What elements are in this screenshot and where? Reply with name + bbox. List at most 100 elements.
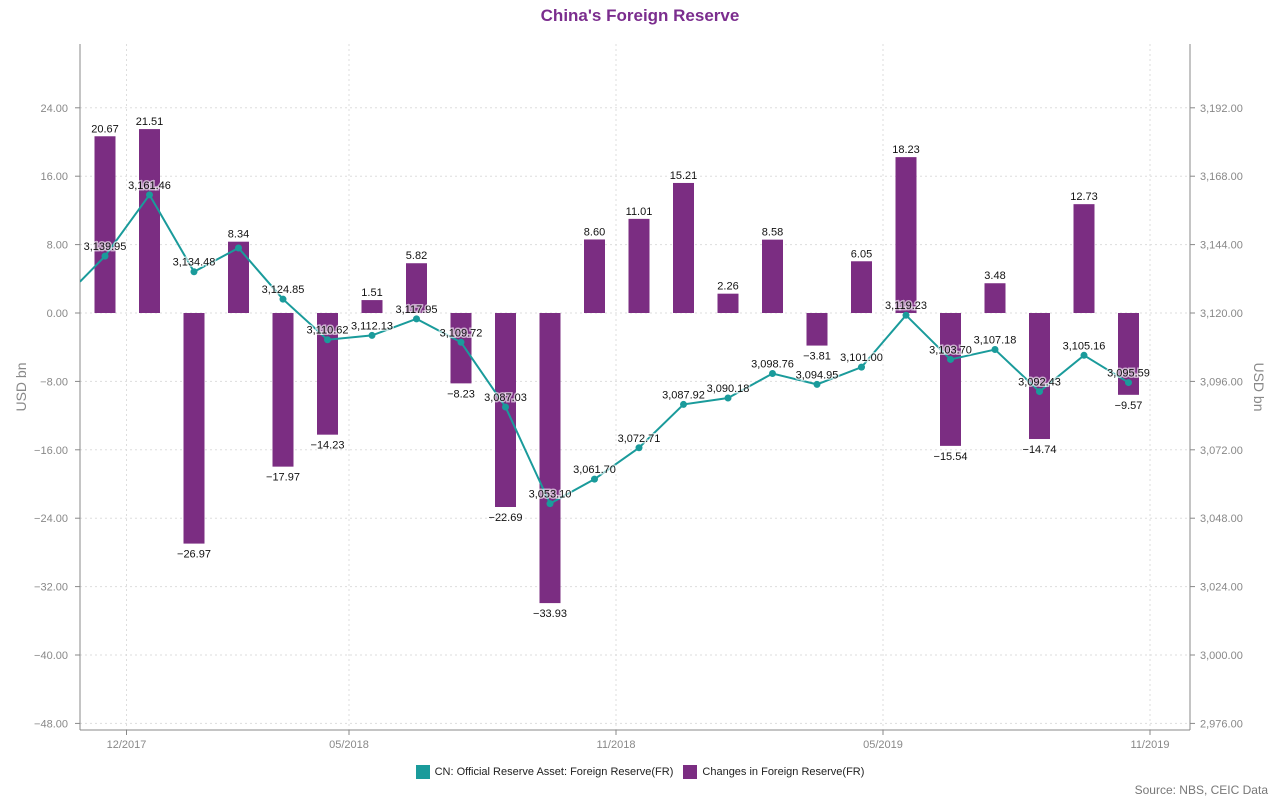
bar (895, 157, 917, 313)
y-left-tick-label: 8.00 (47, 240, 68, 252)
bar (1029, 313, 1050, 440)
line-data-label: 3,092.43 (1018, 377, 1061, 389)
chart-canvas: 24.00 16.00 8.00 0.00 −8.00 −16.00 −24.00 −32.0… (13, 44, 1267, 751)
bar (762, 239, 783, 313)
bar (584, 239, 605, 313)
bar-data-label: 5.82 (406, 250, 427, 262)
y-left-tick-label: 16.00 (40, 171, 68, 183)
line-point (1036, 388, 1043, 396)
bar-data-label: 15.21 (670, 170, 698, 182)
line-data-label: 3,105.16 (1063, 340, 1106, 352)
y-right-tick-label: 2,976.00 (1200, 718, 1243, 730)
bar (272, 313, 294, 467)
y-left-tick-label: 0.00 (47, 308, 68, 320)
bar-data-label: 8.60 (584, 226, 605, 238)
legend-swatch-bar (683, 765, 698, 779)
y-right-tick-label: 3,048.00 (1200, 513, 1243, 525)
line-data-label: 3,139.95 (84, 241, 127, 253)
bar-data-label: 18.23 (892, 144, 920, 156)
line-data-label: 3,109.72 (440, 327, 483, 339)
line-data-label: 3,117.95 (395, 304, 437, 316)
line-data-label: 3,087.92 (662, 389, 705, 401)
bar-data-label: −14.23 (311, 440, 345, 452)
bar (673, 182, 694, 313)
y-left-tick-label: −48.00 (34, 718, 68, 730)
bar (228, 241, 249, 313)
line-point (591, 475, 598, 483)
bar-data-label: −14.74 (1023, 444, 1057, 456)
y-right-tick-label: 3,000.00 (1200, 650, 1243, 662)
bar (1118, 313, 1139, 395)
bar (1073, 204, 1095, 313)
y-right-tick-label: 3,120.00 (1200, 308, 1243, 320)
x-tick-label: 05/2019 (863, 739, 903, 751)
bar-data-label: 6.05 (851, 248, 872, 260)
y-right-tick-label: 3,096.00 (1200, 376, 1243, 388)
bar-data-label: 1.51 (361, 287, 382, 299)
line-point (724, 394, 732, 402)
bar-data-label: −26.97 (177, 549, 211, 561)
bar-data-label: −33.93 (533, 608, 567, 620)
line-point (813, 380, 821, 388)
bar-data-label: 20.67 (91, 123, 119, 135)
line-data-label: 3,134.48 (173, 257, 216, 269)
line-data-label: 3,101.00 (840, 352, 883, 364)
line-data-label: 3,161.46 (128, 180, 171, 192)
bar (628, 218, 650, 313)
bar-data-label: 3.48 (984, 270, 1005, 282)
bar-data-label: 21.51 (136, 116, 164, 128)
line-point (635, 444, 643, 452)
legend-label-foreign-reserve: CN: Official Reserve Asset: Foreign Rese… (434, 766, 674, 778)
y-left-tick-label: 24.00 (40, 103, 68, 115)
bar (851, 261, 872, 313)
line-data-label: 3,098.76 (751, 359, 794, 371)
bar (450, 313, 472, 384)
line-point (858, 363, 865, 371)
bar-data-label: −3.81 (803, 351, 831, 363)
bar (139, 129, 160, 313)
line-point (190, 268, 198, 276)
bar-data-label: −9.57 (1115, 400, 1143, 412)
line-point (680, 400, 687, 408)
y-left-axis-title: USD bn (13, 362, 29, 411)
line-point (146, 191, 153, 199)
line-point (324, 336, 331, 344)
bar (539, 313, 561, 604)
source-note: Source: NBS, CEIC Data (1134, 783, 1268, 797)
line-point (947, 355, 954, 363)
bar-data-label: −15.54 (934, 451, 968, 463)
y-left-tick-label: −32.00 (34, 582, 68, 594)
line-point (413, 315, 420, 323)
bar-data-label: 8.58 (762, 227, 783, 239)
bar (940, 313, 961, 446)
bar-data-label: −17.97 (266, 472, 300, 484)
y-right-axis-title: USD bn (1251, 362, 1267, 411)
line-point (101, 252, 109, 260)
line-point (769, 370, 776, 378)
chart-title: China's Foreign Reserve (540, 6, 740, 25)
line-point (457, 338, 465, 346)
line-data-label: 3,087.03 (484, 392, 527, 404)
line-data-label: 3,095.59 (1107, 368, 1150, 380)
y-right-tick-label: 3,192.00 (1200, 103, 1243, 115)
series-line (104, 193, 1130, 506)
legend-item-changes[interactable]: Changes in Foreign Reserve(FR) (683, 765, 864, 779)
line-point (235, 244, 242, 252)
line-point (1125, 379, 1132, 387)
legend-swatch-line (415, 765, 430, 779)
legend-label-changes: Changes in Foreign Reserve(FR) (702, 766, 865, 778)
line-point (1080, 351, 1088, 359)
legend-item-foreign-reserve[interactable]: CN: Official Reserve Asset: Foreign Rese… (415, 765, 674, 779)
bar-data-label: 11.01 (626, 206, 653, 218)
line-point (991, 346, 999, 354)
x-tick-label: 05/2018 (329, 739, 369, 751)
line-data-label: 3,124.85 (262, 284, 305, 296)
line-data-label: 3,061.70 (573, 464, 616, 476)
bar-data-label: −8.23 (447, 388, 475, 400)
line-point (546, 500, 554, 508)
bar (317, 313, 338, 435)
line-data-label: 3,090.18 (707, 383, 750, 395)
bar-data-label: 8.34 (228, 229, 249, 241)
bar (717, 293, 739, 313)
line-point (368, 331, 376, 339)
